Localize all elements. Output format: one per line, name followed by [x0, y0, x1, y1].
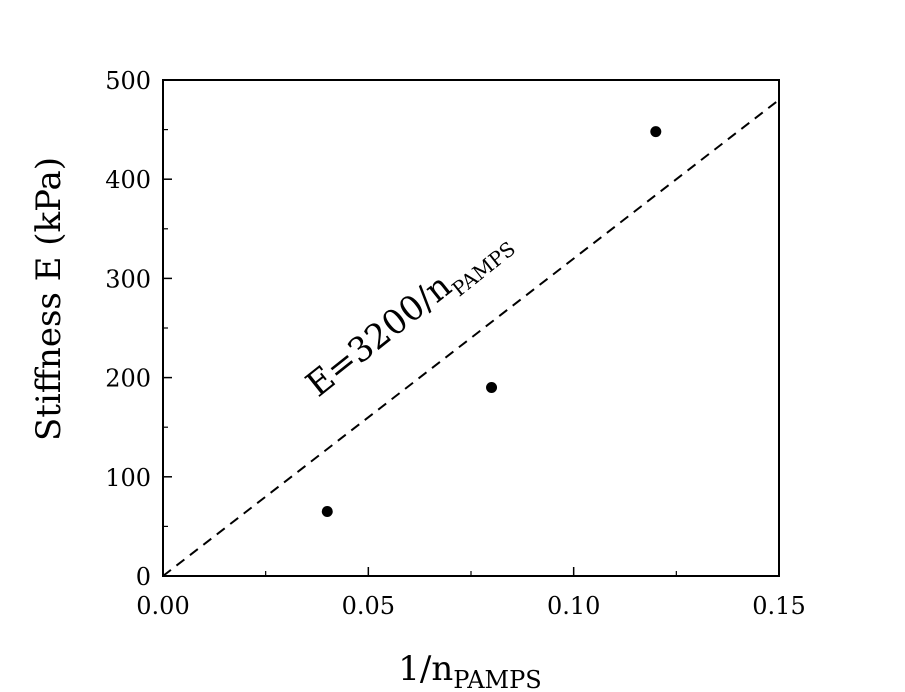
- data-points: [321, 126, 662, 518]
- fit-line-group: [162, 99, 780, 577]
- y-tick-label: 500: [105, 67, 151, 95]
- x-tick-label: 0.10: [547, 592, 600, 620]
- y-tick-label: 0: [136, 563, 151, 591]
- plot-area: [162, 79, 780, 577]
- data-point-1: [321, 506, 333, 518]
- y-axis-title: Stiffness E (kPa): [29, 157, 69, 441]
- y-axis-ticks: 0 100 200 300 400 500: [105, 67, 172, 591]
- x-tick-label: 0.05: [342, 592, 395, 620]
- data-point-2: [486, 382, 498, 394]
- fit-equation-annotation: E=3200/nPAMPS: [299, 220, 520, 409]
- fit-line: [162, 99, 780, 577]
- x-tick-label: 0.15: [752, 592, 805, 620]
- plot-frame: [162, 79, 780, 577]
- y-tick-label: 200: [105, 365, 151, 393]
- x-axis-title: 1/nPAMPS: [398, 649, 541, 692]
- x-tick-label: 0.00: [136, 592, 189, 620]
- y-tick-label: 100: [105, 464, 151, 492]
- y-tick-label: 400: [105, 166, 151, 194]
- data-point-3: [650, 126, 662, 138]
- x-axis-ticks: 0.00 0.05 0.10 0.15: [136, 567, 806, 620]
- y-tick-label: 300: [105, 265, 151, 293]
